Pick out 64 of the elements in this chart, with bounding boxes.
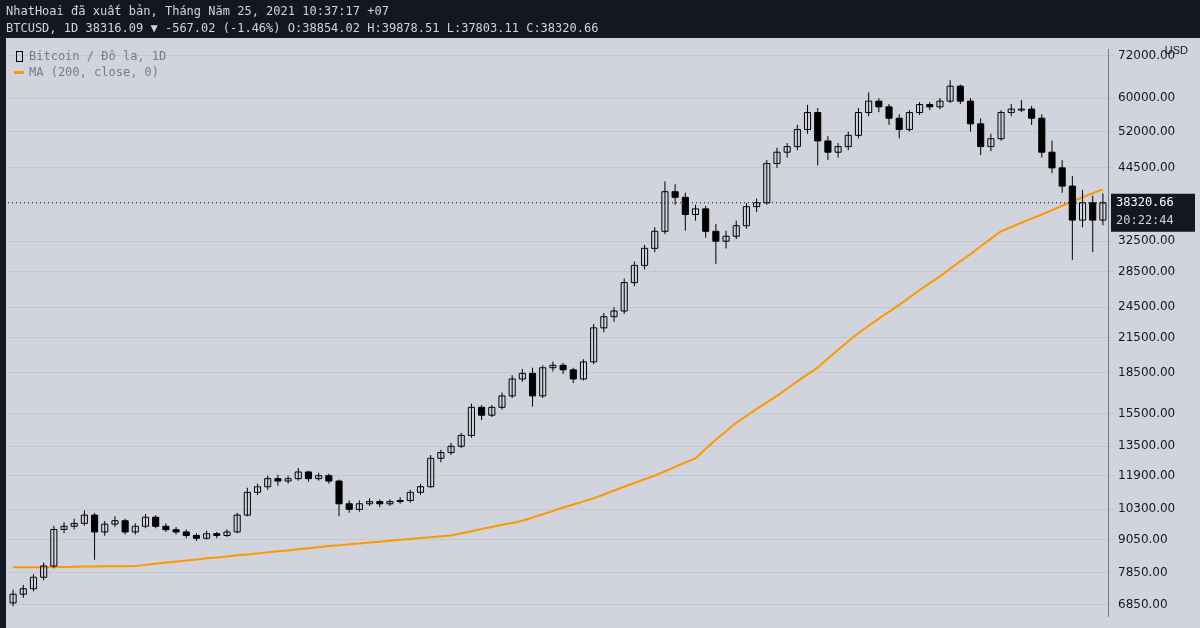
y-tick-label: 6850.00 [1118,596,1168,611]
candlestick [834,142,842,159]
candlestick [641,244,649,270]
candlestick [936,97,944,110]
y-tick-label: 11900.00 [1118,467,1176,482]
candlestick [427,454,435,489]
candlestick [803,104,812,135]
y-tick-label: 7850.00 [1118,564,1168,579]
candlestick [742,202,750,230]
candlestick [905,109,913,133]
candlestick [773,147,781,169]
candlestick [284,475,292,485]
candlestick [539,364,547,399]
candlestick [610,306,618,323]
chart-subtitle: BTCUSD, 1D 38316.09 ▼ -567.02 (-1.46%) O:38854.02 H:39878.51 L:37803.11 C:38320.66 [6,20,599,37]
candlestick [793,124,801,151]
y-tick-label: 44500.00 [1118,160,1176,175]
candlestick [865,91,873,117]
y-tick-label: 24500.00 [1118,299,1176,314]
y-tick-label: 60000.00 [1118,90,1176,105]
chart-title: NhatHoai đã xuất bản, Tháng Năm 25, 2021 10:37:17 +07 [6,3,390,20]
candlestick [50,525,58,569]
y-tick-label: 9050.00 [1118,531,1168,546]
candlestick [620,278,628,315]
candlestick [549,361,557,372]
candlestick [600,312,608,333]
y-tick-label: 28500.00 [1118,263,1176,278]
candlestick [732,220,740,240]
candlestick [355,499,363,513]
candlestick [437,449,445,463]
candlestick [386,498,394,507]
candlestick [651,226,659,253]
candlestick [508,374,516,399]
text: 20:22:44 [1116,212,1174,227]
candlestick [111,515,119,528]
candlestick [396,496,404,505]
candlestick [498,391,506,411]
candlestick [722,230,730,250]
y-tick-label: 18500.00 [1118,364,1176,379]
candlestick [223,528,231,538]
candlestick [630,260,638,287]
candlestick [946,79,954,104]
candlestick [233,512,241,534]
candlestick [467,403,475,439]
candlestick [60,521,68,534]
legend-label: MA (200, close, 0) [29,65,160,79]
candlestick [997,109,1005,142]
y-tick-label: 15500.00 [1118,406,1176,421]
y-tick-label: 13500.00 [1118,438,1176,453]
y-tick-label: 10300.00 [1118,501,1176,516]
candlestick [885,103,893,126]
candlestick [447,442,455,456]
legend-label: Bitcoin / Đô la, 1D [29,49,167,63]
candlestick [9,589,17,607]
y-tick-label: 21500.00 [1118,329,1176,344]
y-tick-label: 52000.00 [1118,123,1176,138]
candlestick [590,323,598,365]
candlestick [579,358,588,381]
candlestick [854,107,863,139]
candlestick [987,133,995,152]
y-tick-label: 32500.00 [1118,233,1176,248]
candlestick [844,131,852,151]
ref-line-label: 38320.66 [1116,194,1174,209]
candlestick [243,487,251,517]
